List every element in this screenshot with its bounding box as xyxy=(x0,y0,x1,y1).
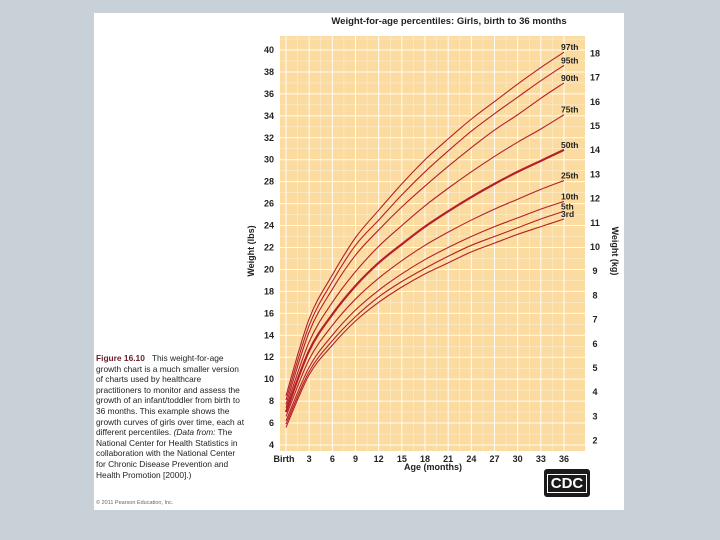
percentile-label-95th: 95th xyxy=(561,55,578,65)
x-axis-label: Age (months) xyxy=(404,462,462,472)
y-axis-label-right: Weight (kg) xyxy=(610,227,620,276)
y-tick-label: 4 xyxy=(269,440,274,450)
percentile-label-50th: 50th xyxy=(561,140,578,150)
y-tick-label-kg: 12 xyxy=(590,194,600,204)
percentile-label-10th: 10th xyxy=(561,191,578,201)
y-tick-label: 22 xyxy=(264,243,274,253)
x-tick-label: 9 xyxy=(353,454,358,464)
curve-5th xyxy=(285,210,565,425)
y-tick-label-kg: 17 xyxy=(590,73,600,83)
y-axis-kg: 2 3 4 5 6 7 8 9 10 11 12 13 14 15 16 17 18 xyxy=(590,48,600,445)
y-axis-label: Weight (lbs) xyxy=(246,225,256,276)
caption-source-text: The National Center for Health Statistic… xyxy=(96,427,238,480)
chart-title: Weight-for-age percentiles: Girls, birth… xyxy=(331,16,566,27)
y-tick-label-kg: 15 xyxy=(590,121,600,131)
y-tick-label: 12 xyxy=(264,352,274,362)
percentile-label-97th: 97th xyxy=(561,42,578,52)
curve-95th xyxy=(285,64,565,401)
x-tick-label: 6 xyxy=(330,454,335,464)
x-tick-label: 18 xyxy=(420,454,430,464)
figure-label: Figure 16.10 xyxy=(96,353,145,363)
x-tick-label: 36 xyxy=(559,454,569,464)
y-tick-label-kg: 16 xyxy=(590,97,600,107)
curve-25th xyxy=(285,180,565,417)
y-tick-label: 38 xyxy=(264,67,274,77)
y-tick-label: 40 xyxy=(264,45,274,55)
percentile-label-75th: 75th xyxy=(561,105,578,115)
y-tick-label: 10 xyxy=(264,374,274,384)
y-tick-label: 18 xyxy=(264,286,274,296)
y-axis-lbs: 4 6 8 10 12 14 16 18 20 22 24 26 28 30 32 34 36 38 40 xyxy=(264,45,274,450)
cdc-logo-text: CDC xyxy=(546,473,588,493)
curve-97th xyxy=(285,51,565,396)
y-tick-label: 26 xyxy=(264,199,274,209)
figure-caption: Figure 16.10 This weight-for-age growth … xyxy=(96,353,246,480)
y-tick-label-kg: 9 xyxy=(592,266,597,276)
y-tick-label-kg: 2 xyxy=(592,436,597,446)
y-tick-label: 8 xyxy=(269,396,274,406)
x-tick-label: 3 xyxy=(307,454,312,464)
y-tick-label-kg: 8 xyxy=(592,290,597,300)
x-tick-label: 12 xyxy=(374,454,384,464)
y-tick-label: 16 xyxy=(264,308,274,318)
x-tick-label: 24 xyxy=(466,454,476,464)
plot-background xyxy=(280,36,585,451)
y-tick-label: 24 xyxy=(264,221,274,231)
y-tick-label-kg: 18 xyxy=(590,48,600,58)
cdc-logo: CDC xyxy=(544,469,590,497)
percentile-curves xyxy=(284,51,565,428)
x-tick-label: 30 xyxy=(513,454,523,464)
x-tick-label: 27 xyxy=(489,454,499,464)
y-tick-label: 20 xyxy=(264,264,274,274)
caption-text: This weight-for-age growth chart is a mu… xyxy=(96,353,245,438)
growth-chart: Weight-for-age percentiles: Girls, birth… xyxy=(246,16,620,472)
y-tick-label-kg: 14 xyxy=(590,145,600,155)
curve-3rd xyxy=(285,218,565,428)
y-tick-label: 36 xyxy=(264,89,274,99)
curve-50th xyxy=(284,148,565,413)
curve-90th xyxy=(285,82,565,405)
y-tick-label-kg: 7 xyxy=(592,315,597,325)
x-axis: Birth 3 6 9 12 15 18 21 24 27 30 33 36 xyxy=(274,454,570,464)
y-tick-label: 28 xyxy=(264,177,274,187)
curve-75th xyxy=(285,114,565,408)
percentile-label-25th: 25th xyxy=(561,171,578,181)
x-tick-label: 33 xyxy=(536,454,546,464)
x-tick-label: Birth xyxy=(274,454,295,464)
x-tick-label: 15 xyxy=(397,454,407,464)
y-tick-label: 34 xyxy=(264,111,274,121)
slide: Weight-for-age percentiles: Girls, birth… xyxy=(94,13,624,510)
caption-source-label: (Data from: xyxy=(173,427,216,438)
copyright-notice: © 2011 Pearson Education, Inc. xyxy=(96,500,174,506)
y-tick-label: 30 xyxy=(264,155,274,165)
percentile-label-5th: 5th xyxy=(561,201,574,211)
percentile-label-3rd: 3rd xyxy=(561,209,574,219)
y-tick-label: 6 xyxy=(269,418,274,428)
curve-10th xyxy=(285,200,565,422)
y-tick-label-kg: 10 xyxy=(590,242,600,252)
x-tick-label: 21 xyxy=(443,454,453,464)
percentile-label-90th: 90th xyxy=(561,73,578,83)
y-tick-label: 32 xyxy=(264,133,274,143)
y-tick-label-kg: 5 xyxy=(592,363,597,373)
y-tick-label-kg: 3 xyxy=(592,411,597,421)
y-tick-label: 14 xyxy=(264,330,274,340)
y-tick-label-kg: 4 xyxy=(592,387,597,397)
y-tick-label-kg: 13 xyxy=(590,169,600,179)
y-tick-label-kg: 11 xyxy=(590,218,600,228)
y-tick-label-kg: 6 xyxy=(592,339,597,349)
